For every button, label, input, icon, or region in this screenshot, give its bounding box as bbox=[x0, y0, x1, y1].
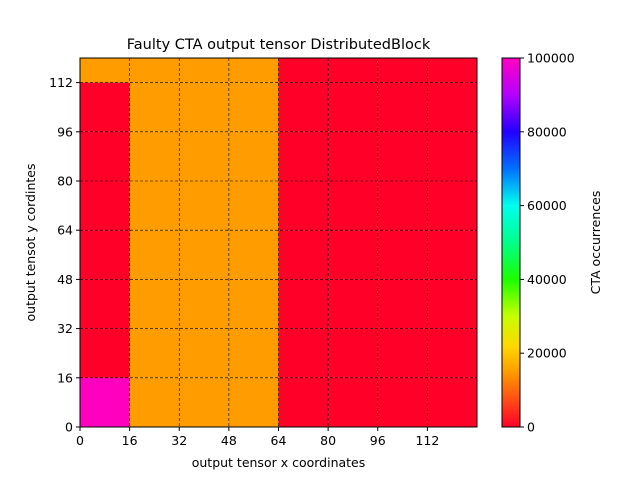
heatmap-cell bbox=[328, 181, 378, 231]
heatmap-cell bbox=[179, 131, 229, 181]
heatmap-cell bbox=[129, 131, 180, 181]
y-axis-ticks: 0 16 32 48 64 80 96 112 bbox=[49, 75, 80, 435]
grid-lines bbox=[80, 58, 477, 427]
heatmap-cell bbox=[427, 82, 477, 132]
heatmap-cell bbox=[179, 377, 229, 427]
y-tick-label: 112 bbox=[49, 75, 73, 90]
colorbar-tick-label: 20000 bbox=[527, 346, 567, 361]
colorbar-tick-label: 80000 bbox=[527, 124, 567, 139]
heatmap-cell bbox=[228, 377, 279, 427]
heatmap-cell bbox=[129, 377, 180, 427]
x-axis-label: output tensor x coordinates bbox=[192, 455, 366, 470]
y-tick-label: 32 bbox=[57, 321, 73, 336]
heatmap-cell bbox=[80, 279, 130, 329]
heatmap-cell bbox=[328, 82, 378, 132]
colorbar-tick-label: 100000 bbox=[527, 51, 575, 66]
y-tick-label: 64 bbox=[57, 223, 73, 238]
heatmap-cell bbox=[278, 131, 329, 181]
y-tick-label: 96 bbox=[57, 124, 73, 139]
heatmap-cell bbox=[179, 82, 229, 132]
heatmap-cell bbox=[328, 131, 378, 181]
heatmap-cell bbox=[228, 58, 279, 83]
heatmap-cell bbox=[80, 58, 130, 83]
heatmap-cell bbox=[129, 328, 180, 378]
heatmap-cell bbox=[377, 82, 428, 132]
heatmap-cell bbox=[179, 181, 229, 231]
heatmap-cells bbox=[80, 58, 477, 427]
y-axis-label: output tensot y cordintes bbox=[23, 164, 38, 322]
heatmap-cell bbox=[328, 377, 378, 427]
heatmap-cell bbox=[80, 82, 130, 132]
heatmap-cell bbox=[228, 131, 279, 181]
y-tick-label: 0 bbox=[65, 420, 73, 435]
heatmap-cell bbox=[278, 230, 329, 280]
heatmap-cell bbox=[427, 58, 477, 83]
heatmap-cell bbox=[377, 279, 428, 329]
heatmap-cell bbox=[179, 328, 229, 378]
heatmap-cell bbox=[427, 279, 477, 329]
heatmap-cell bbox=[228, 82, 279, 132]
x-tick-label: 80 bbox=[320, 433, 336, 448]
heatmap-cell bbox=[129, 279, 180, 329]
heatmap-cell bbox=[80, 377, 130, 427]
heatmap-cell bbox=[179, 230, 229, 280]
heatmap-cell bbox=[179, 58, 229, 83]
heatmap-cell bbox=[228, 230, 279, 280]
heatmap-cell bbox=[377, 181, 428, 231]
heatmap-cell bbox=[278, 58, 329, 83]
x-tick-label: 32 bbox=[171, 433, 187, 448]
heatmap-cell bbox=[427, 328, 477, 378]
heatmap-cell bbox=[427, 230, 477, 280]
heatmap-cell bbox=[377, 230, 428, 280]
heatmap-cell bbox=[80, 230, 130, 280]
heatmap-cell bbox=[80, 131, 130, 181]
y-tick-label: 80 bbox=[57, 174, 73, 189]
colorbar bbox=[501, 57, 521, 428]
heatmap-cell bbox=[80, 328, 130, 378]
heatmap-cell bbox=[278, 82, 329, 132]
heatmap-cell bbox=[129, 230, 180, 280]
colorbar-tick-label: 0 bbox=[527, 420, 535, 435]
heatmap-cell bbox=[129, 58, 180, 83]
x-tick-label: 16 bbox=[122, 433, 138, 448]
x-axis-ticks: 0 16 32 48 64 80 96 112 bbox=[76, 427, 439, 448]
colorbar-label: CTA occurrences bbox=[588, 191, 603, 295]
x-tick-label: 48 bbox=[221, 433, 237, 448]
heatmap-cell bbox=[129, 181, 180, 231]
heatmap-cell bbox=[328, 328, 378, 378]
heatmap-cell bbox=[377, 328, 428, 378]
y-tick-label: 16 bbox=[57, 370, 73, 385]
x-tick-label: 112 bbox=[415, 433, 439, 448]
heatmap-cell bbox=[427, 377, 477, 427]
heatmap-cell bbox=[129, 82, 180, 132]
colorbar-ticks: 0 20000 40000 60000 80000 100000 bbox=[520, 51, 575, 435]
heatmap-cell bbox=[328, 279, 378, 329]
heatmap-cell bbox=[427, 131, 477, 181]
heatmap-cell bbox=[278, 279, 329, 329]
heatmap-cell bbox=[228, 279, 279, 329]
heatmap-cell bbox=[377, 131, 428, 181]
chart-title: Faulty CTA output tensor DistributedBloc… bbox=[127, 37, 431, 53]
heatmap-cell bbox=[278, 328, 329, 378]
heatmap-cell bbox=[228, 181, 279, 231]
x-tick-label: 96 bbox=[370, 433, 386, 448]
heatmap-cell bbox=[80, 181, 130, 231]
heatmap-cell bbox=[278, 181, 329, 231]
heatmap-cell bbox=[228, 328, 279, 378]
heatmap-cell bbox=[179, 279, 229, 329]
colorbar-tick-label: 40000 bbox=[527, 272, 567, 287]
heatmap-cell bbox=[278, 377, 329, 427]
heatmap-cell bbox=[328, 230, 378, 280]
colorbar-tick-label: 60000 bbox=[527, 198, 567, 213]
heatmap-cell bbox=[427, 181, 477, 231]
x-tick-label: 64 bbox=[271, 433, 287, 448]
heatmap-cell bbox=[377, 58, 428, 83]
heatmap-cell bbox=[377, 377, 428, 427]
y-tick-label: 48 bbox=[57, 272, 73, 287]
heatmap-cell bbox=[328, 58, 378, 83]
x-tick-label: 0 bbox=[76, 433, 84, 448]
